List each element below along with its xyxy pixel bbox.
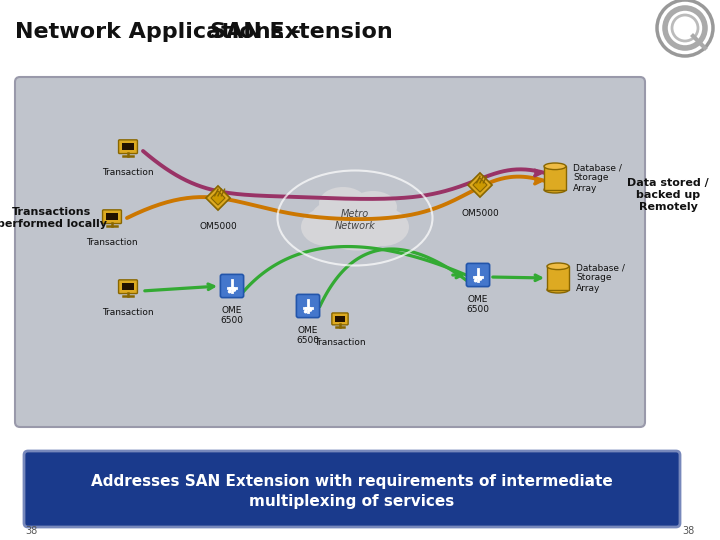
Text: OME
6500: OME 6500 bbox=[467, 295, 490, 314]
Ellipse shape bbox=[357, 208, 409, 246]
Circle shape bbox=[305, 310, 307, 313]
FancyBboxPatch shape bbox=[297, 294, 320, 318]
Ellipse shape bbox=[544, 186, 566, 193]
Ellipse shape bbox=[544, 163, 566, 170]
Text: Database /
Storage
Array: Database / Storage Array bbox=[576, 263, 625, 293]
FancyBboxPatch shape bbox=[15, 77, 645, 427]
Text: Database /
Storage
Array: Database / Storage Array bbox=[573, 163, 622, 193]
FancyBboxPatch shape bbox=[102, 210, 122, 224]
FancyBboxPatch shape bbox=[119, 140, 138, 153]
Polygon shape bbox=[468, 173, 492, 197]
Circle shape bbox=[228, 291, 230, 293]
Ellipse shape bbox=[547, 286, 569, 293]
Text: 38: 38 bbox=[683, 526, 695, 536]
Ellipse shape bbox=[319, 187, 367, 219]
Text: multiplexing of services: multiplexing of services bbox=[249, 494, 454, 509]
Circle shape bbox=[233, 289, 235, 291]
Text: 38: 38 bbox=[25, 526, 37, 536]
Text: Transaction: Transaction bbox=[102, 168, 154, 177]
Text: Transaction: Transaction bbox=[314, 338, 366, 347]
Text: Transactions
performed locally: Transactions performed locally bbox=[0, 207, 107, 229]
FancyBboxPatch shape bbox=[544, 166, 566, 190]
Text: Transaction: Transaction bbox=[86, 238, 138, 247]
Text: Addresses SAN Extension with requirements of intermediate: Addresses SAN Extension with requirement… bbox=[91, 474, 613, 489]
FancyBboxPatch shape bbox=[547, 266, 569, 289]
Text: OM5000: OM5000 bbox=[461, 209, 499, 218]
Ellipse shape bbox=[547, 263, 569, 269]
Polygon shape bbox=[206, 186, 230, 210]
Text: Metro
Network: Metro Network bbox=[335, 209, 375, 231]
Text: SAN Extension: SAN Extension bbox=[210, 22, 392, 42]
Text: Network Applications -: Network Applications - bbox=[15, 22, 309, 42]
Ellipse shape bbox=[301, 208, 353, 246]
Circle shape bbox=[474, 280, 477, 282]
Circle shape bbox=[480, 278, 482, 280]
FancyBboxPatch shape bbox=[122, 283, 134, 290]
Text: OM5000: OM5000 bbox=[199, 222, 237, 231]
Ellipse shape bbox=[322, 215, 392, 251]
FancyBboxPatch shape bbox=[119, 280, 138, 294]
Text: Transaction: Transaction bbox=[102, 308, 154, 317]
FancyBboxPatch shape bbox=[220, 274, 243, 298]
Text: Data stored /
backed up
Remotely: Data stored / backed up Remotely bbox=[627, 178, 709, 212]
FancyBboxPatch shape bbox=[467, 264, 490, 287]
FancyBboxPatch shape bbox=[106, 213, 118, 220]
Text: OME
6500: OME 6500 bbox=[220, 306, 243, 326]
Ellipse shape bbox=[349, 191, 397, 223]
Circle shape bbox=[310, 309, 312, 311]
FancyBboxPatch shape bbox=[122, 143, 134, 150]
Text: OME
6500: OME 6500 bbox=[297, 326, 320, 346]
Ellipse shape bbox=[310, 195, 400, 245]
FancyBboxPatch shape bbox=[332, 313, 348, 325]
Polygon shape bbox=[211, 191, 225, 205]
Polygon shape bbox=[473, 178, 487, 192]
FancyBboxPatch shape bbox=[24, 451, 680, 527]
FancyBboxPatch shape bbox=[335, 316, 345, 322]
